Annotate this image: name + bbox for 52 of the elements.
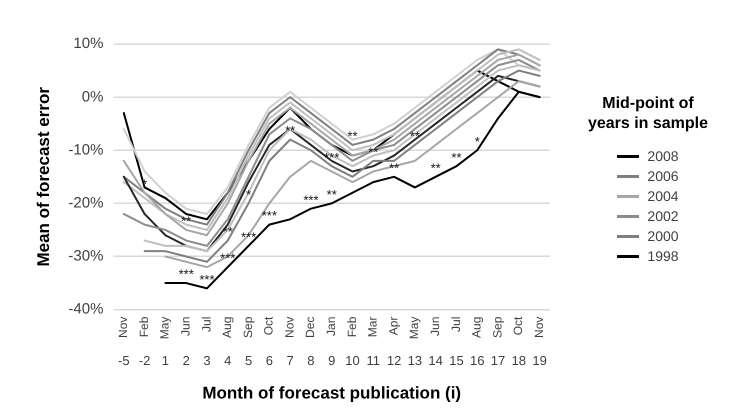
category-label: Sep 17 (490, 316, 506, 368)
legend-label: 2002 (647, 208, 679, 224)
category-label: Feb 10 (344, 316, 360, 368)
y-axis-title: Mean of forecast error (34, 86, 53, 267)
category-label: Apr 12 (386, 316, 402, 368)
annotation: ** (326, 186, 337, 202)
annotation: *** (262, 208, 277, 224)
category-label: Nov -5 (116, 316, 130, 368)
y-tick-label: -10% (68, 141, 104, 158)
annotation: *** (303, 192, 319, 208)
annotation: ** (285, 123, 296, 138)
annotation: ** (389, 160, 400, 176)
category-label: Jul 15 (448, 316, 464, 368)
legend-label: 2000 (647, 228, 679, 244)
annotation: *** (220, 250, 236, 266)
y-tick-label: 10% (73, 35, 104, 52)
annotation: ** (410, 128, 420, 144)
annotation: ** (430, 160, 441, 176)
category-label: Aug 16 (470, 316, 484, 368)
legend-label: 2006 (647, 168, 679, 184)
category-label: Jul 3 (199, 316, 214, 368)
category-label: Nov 7 (282, 316, 296, 368)
category-label: Dec 8 (303, 316, 318, 368)
annotation: *** (178, 266, 194, 282)
annotation: *** (240, 229, 256, 244)
legend-label: 2008 (647, 148, 679, 164)
y-tick-label: 0% (82, 88, 104, 106)
y-tick-label: -40% (68, 300, 104, 318)
annotation: ** (451, 150, 462, 165)
category-label: Feb -2 (136, 316, 151, 368)
x-tick-label: May 1 (158, 316, 172, 368)
category-label: Sep 5 (240, 316, 255, 368)
category-label: Jan 9 (324, 316, 338, 368)
legend-title: Mid-point of years in sample (586, 94, 710, 134)
y-tick-label: -30% (68, 248, 104, 265)
category-label: Nov 19 (532, 316, 547, 368)
category-label: Oct 6 (262, 316, 276, 368)
category-label: Mar 11 (366, 316, 380, 368)
x-tick-label: May 13 (407, 316, 422, 368)
category-label: Jun 14 (428, 316, 443, 368)
category-label: Oct 18 (511, 316, 526, 368)
annotation: ** (181, 214, 192, 228)
annotation: * (474, 134, 480, 149)
annotation: *** (199, 272, 215, 287)
category-label: Aug 4 (220, 316, 234, 368)
annotation: ** (347, 128, 358, 144)
legend-label: 2004 (647, 188, 679, 204)
y-tick-label: -20% (68, 194, 104, 212)
category-label: Jun 2 (178, 316, 192, 368)
legend-label: 1998 (647, 248, 679, 264)
x-axis-title: Month of forecast publication (i) (202, 383, 462, 402)
annotation: * (246, 186, 252, 202)
